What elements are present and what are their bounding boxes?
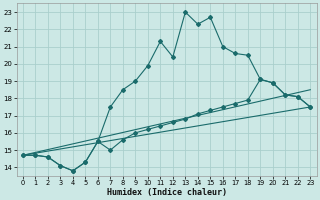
X-axis label: Humidex (Indice chaleur): Humidex (Indice chaleur) <box>107 188 227 197</box>
